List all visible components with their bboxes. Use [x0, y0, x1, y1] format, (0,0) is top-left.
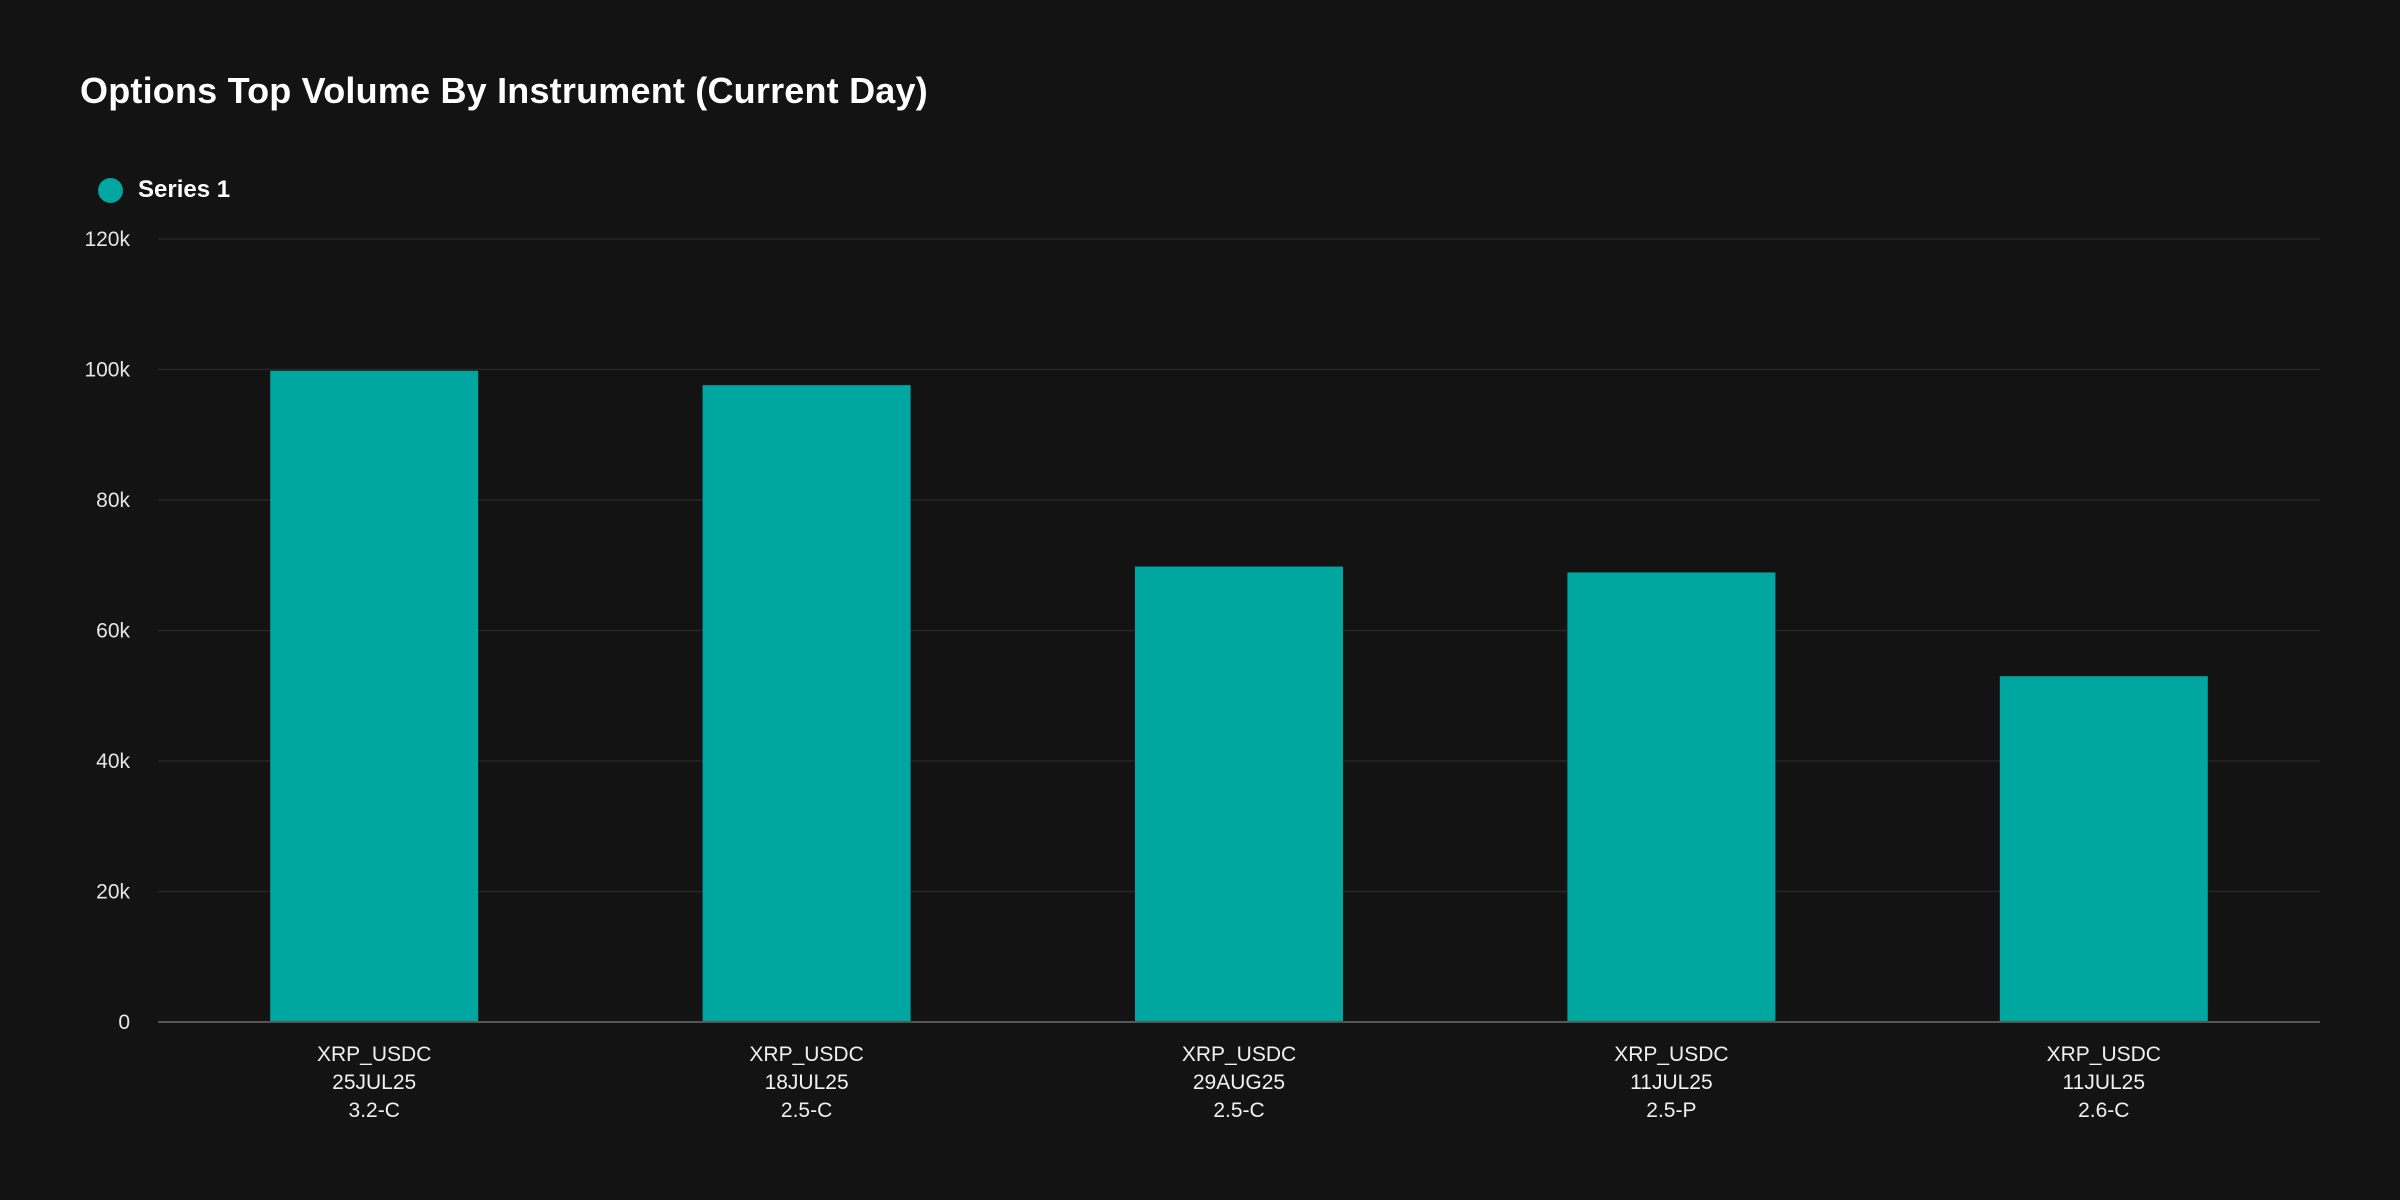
x-category-label: XRP_USDC 11JUL25 2.6-C — [2047, 1043, 2161, 1122]
y-tick-label: 20k — [96, 881, 130, 904]
bar-2[interactable] — [702, 385, 911, 1022]
bar-3[interactable] — [1135, 566, 1343, 1022]
y-tick-label: 120k — [84, 228, 130, 251]
y-tick-label: 40k — [96, 750, 130, 773]
y-tick-label: 100k — [84, 359, 130, 382]
chart-title: Options Top Volume By Instrument (Curren… — [80, 70, 928, 111]
legend-swatch-series-1 — [98, 177, 123, 203]
y-axis-ticks: 0 20k 40k 60k 80k 100k 120k — [84, 228, 130, 1034]
legend[interactable]: Series 1 — [98, 176, 230, 204]
bar-4[interactable] — [1567, 572, 1776, 1022]
bar-1[interactable] — [270, 370, 479, 1022]
bars — [270, 370, 2208, 1022]
x-category-label: XRP_USDC 18JUL25 2.5-C — [749, 1043, 863, 1122]
y-tick-label: 80k — [96, 489, 130, 512]
x-category-label: XRP_USDC 29AUG25 2.5-C — [1182, 1043, 1296, 1122]
y-tick-label: 0 — [118, 1011, 130, 1034]
y-tick-label: 60k — [96, 620, 130, 643]
x-category-label: XRP_USDC 25JUL25 3.2-C — [317, 1043, 431, 1122]
gridlines — [158, 238, 2320, 893]
x-category-label: XRP_USDC 11JUL25 2.5-P — [1614, 1043, 1728, 1122]
legend-label-series-1: Series 1 — [138, 176, 231, 203]
bar-5[interactable] — [1999, 676, 2208, 1022]
x-axis-categories: XRP_USDC 25JUL25 3.2-C XRP_USDC 18JUL25 2.5-C… — [317, 1043, 2161, 1122]
